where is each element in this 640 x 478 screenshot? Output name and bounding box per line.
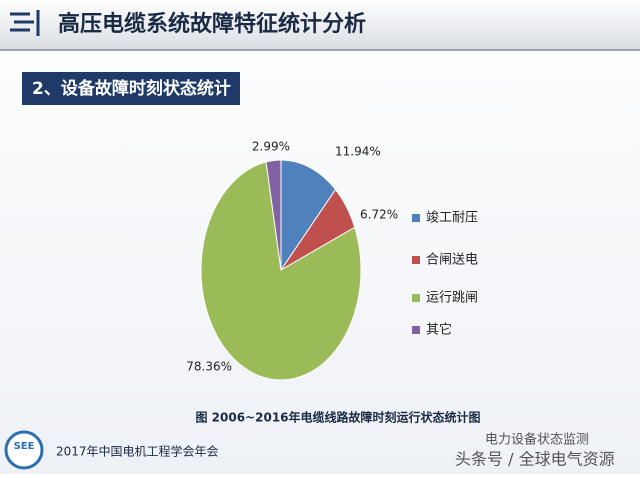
value-label: 6.72% bbox=[360, 208, 398, 222]
header-title: 高压电缆系统故障特征统计分析 bbox=[58, 11, 366, 37]
legend-swatch bbox=[412, 256, 420, 264]
watermark: 电力设备状态监测 bbox=[485, 432, 589, 448]
pie-slice bbox=[265, 159, 282, 271]
section-banner bbox=[22, 72, 240, 105]
legend-label: 运行跳闸 bbox=[426, 291, 478, 306]
footer-conference: 2017年中国电机工程学会年会 bbox=[56, 444, 219, 459]
legend-swatch bbox=[412, 326, 420, 334]
value-label: 2.99% bbox=[252, 140, 290, 154]
legend-swatch bbox=[412, 294, 420, 302]
legend-label: 合闸送电 bbox=[426, 253, 478, 268]
value-label: 78.36% bbox=[186, 360, 232, 374]
header-bar bbox=[0, 0, 640, 50]
legend-swatch bbox=[412, 214, 420, 222]
section-title: 2、设备故障时刻状态统计 bbox=[32, 78, 231, 99]
chart-caption: 图 2006~2016年电缆线路故障时刻运行状态统计图 bbox=[195, 410, 480, 425]
pie: 11.94% 6.72% 78.36% 2.99% bbox=[186, 140, 398, 381]
pie-slice bbox=[280, 159, 337, 272]
logo bbox=[4, 430, 44, 470]
header-icon bbox=[10, 10, 40, 36]
logo-text: SEE bbox=[14, 441, 35, 452]
value-label: 11.94% bbox=[335, 145, 381, 159]
pie-slice bbox=[200, 161, 362, 381]
legend-label: 竣工耐压 bbox=[426, 211, 478, 226]
legend-label: 其它 bbox=[426, 322, 452, 338]
watermark: 头条号 / 全球电气资源 bbox=[455, 450, 615, 469]
